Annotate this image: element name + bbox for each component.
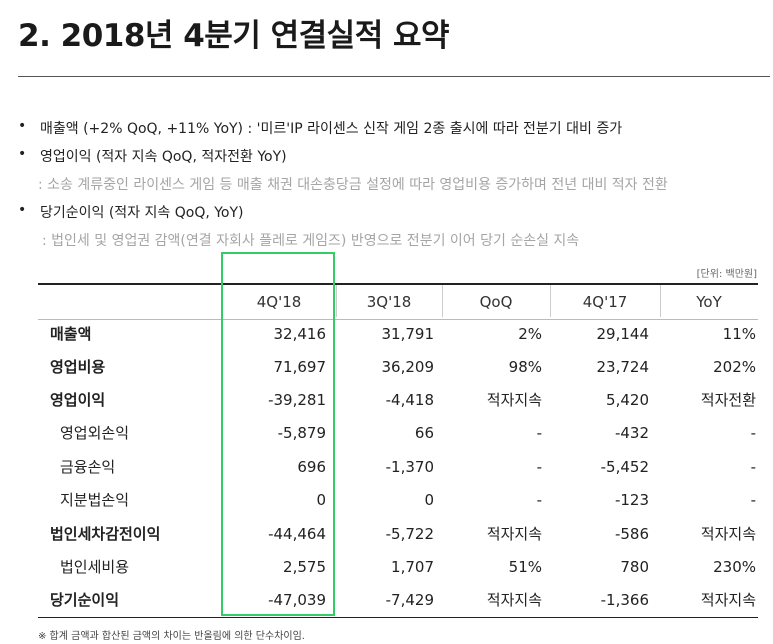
cell-qoq: - (536, 424, 542, 442)
bullet-subtext: : 소송 계류중인 라이센스 게임 등 매출 채권 대손충당금 설정에 따라 영… (38, 177, 668, 193)
cell-qoq: 적자지속 (486, 525, 542, 543)
title-divider (18, 76, 770, 77)
bullet-marker: • (18, 202, 27, 218)
cell-yoy: 적자지속 (700, 591, 756, 609)
cell-4q18: 32,416 (273, 325, 327, 343)
cell-4q17: 23,724 (596, 358, 650, 376)
table-bottom-rule (38, 617, 758, 618)
table-top-rule (38, 283, 758, 285)
cell-4q18: -47,039 (268, 591, 326, 609)
cell-4q17: -1,366 (600, 591, 649, 609)
row-label: 영업비용 (50, 358, 106, 376)
cell-yoy: 230% (713, 558, 756, 576)
cell-3q18: -7,429 (385, 591, 434, 609)
row-label: 법인세비용 (60, 558, 130, 576)
header-divider (336, 285, 337, 317)
cell-4q17: -586 (614, 525, 649, 543)
cell-qoq: - (536, 458, 542, 476)
page-title: 2. 2018년 4분기 연결실적 요약 (18, 18, 450, 54)
cell-4q18: 0 (316, 491, 326, 509)
cell-yoy: - (750, 458, 756, 476)
table-row: 법인세비용 2,575 1,707 51% 780 230% (38, 550, 758, 584)
bullet-text: 당기순이익 (적자 지속 QoQ, YoY) (40, 205, 244, 221)
cell-3q18: 1,707 (391, 558, 434, 576)
cell-yoy: - (750, 424, 756, 442)
cell-3q18: 0 (424, 491, 434, 509)
cell-yoy: 적자지속 (700, 525, 756, 543)
header-divider (550, 285, 551, 317)
row-label: 당기순이익 (50, 591, 120, 609)
cell-3q18: 31,791 (381, 325, 435, 343)
cell-3q18: -4,418 (385, 391, 434, 409)
cell-4q17: -5,452 (600, 458, 649, 476)
cell-4q18: 71,697 (273, 358, 327, 376)
cell-4q17: 5,420 (606, 391, 649, 409)
column-header: 3Q'18 (366, 293, 412, 311)
cell-yoy: 202% (713, 358, 756, 376)
cell-yoy: 적자전환 (700, 391, 756, 409)
cell-4q18: -44,464 (268, 525, 326, 543)
column-header: YoY (696, 293, 722, 311)
bullet-text: 영업이익 (적자 지속 QoQ, 적자전환 YoY) (40, 149, 287, 165)
footnote: ※ 합계 금액과 합산된 금액의 차이는 반올림에 의한 단수차이임. (38, 631, 305, 642)
column-header: 4Q'18 (256, 293, 302, 311)
table-row: 법인세차감전이익 -44,464 -5,722 적자지속 -586 적자지속 (38, 517, 758, 551)
cell-3q18: 36,209 (381, 358, 435, 376)
cell-yoy: 11% (722, 325, 756, 343)
bullet-subtext: : 법인세 및 영업권 감액(연결 자회사 플레로 게임즈) 반영으로 전분기 … (42, 233, 580, 249)
cell-qoq: 적자지속 (486, 391, 542, 409)
cell-4q18: -5,879 (277, 424, 326, 442)
cell-4q18: -39,281 (268, 391, 326, 409)
unit-note: [단위: 백만원] (696, 269, 757, 280)
bullet-text: 매출액 (+2% QoQ, +11% YoY) : '미르'IP 라이센스 신작… (40, 121, 623, 137)
row-label: 법인세차감전이익 (50, 525, 161, 543)
column-header: 4Q'17 (582, 293, 628, 311)
table-row: 지분법손익 0 0 - -123 - (38, 483, 758, 517)
bullet-marker: • (18, 146, 27, 162)
row-label: 영업이익 (50, 391, 106, 409)
table-row: 매출액 32,416 31,791 2% 29,144 11% (38, 317, 758, 351)
table-row: 영업비용 71,697 36,209 98% 23,724 202% (38, 350, 758, 384)
cell-yoy: - (750, 491, 756, 509)
cell-qoq: 적자지속 (486, 591, 542, 609)
row-label: 지분법손익 (60, 491, 130, 509)
table-row: 영업외손익 -5,879 66 - -432 - (38, 416, 758, 450)
cell-qoq: 98% (508, 358, 542, 376)
cell-qoq: - (536, 491, 542, 509)
table-row: 금융손익 696 -1,370 - -5,452 - (38, 450, 758, 484)
cell-4q17: 780 (620, 558, 649, 576)
header-divider (660, 285, 661, 317)
cell-qoq: 2% (518, 325, 542, 343)
table-row: 당기순이익 -47,039 -7,429 적자지속 -1,366 적자지속 (38, 583, 758, 617)
cell-qoq: 51% (508, 558, 542, 576)
header-divider (442, 285, 443, 317)
table-header-row: 4Q'18 3Q'18 QoQ 4Q'17 YoY (38, 285, 758, 320)
highlight-box-4q18 (221, 252, 335, 616)
table-row: 영업이익 -39,281 -4,418 적자지속 5,420 적자전환 (38, 383, 758, 417)
row-label: 영업외손익 (60, 424, 130, 442)
bullet-marker: • (18, 118, 27, 134)
cell-3q18: -1,370 (385, 458, 434, 476)
cell-4q18: 2,575 (283, 558, 326, 576)
cell-3q18: 66 (414, 424, 434, 442)
row-label: 매출액 (50, 325, 92, 343)
cell-4q17: 29,144 (596, 325, 650, 343)
cell-4q17: -432 (614, 424, 649, 442)
column-header: QoQ (479, 293, 513, 311)
cell-4q17: -123 (614, 491, 649, 509)
row-label: 금융손익 (60, 458, 116, 476)
cell-4q18: 696 (297, 458, 326, 476)
cell-3q18: -5,722 (385, 525, 434, 543)
